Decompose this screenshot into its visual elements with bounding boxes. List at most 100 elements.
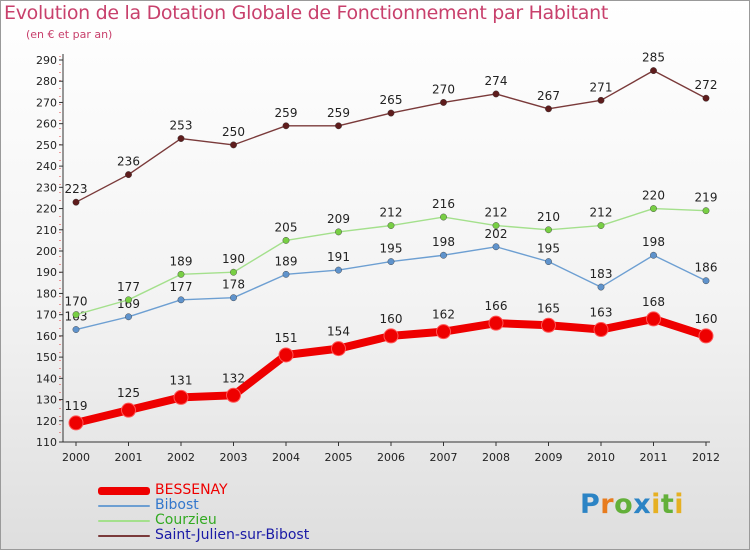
y-tick-label: 140 <box>36 372 57 385</box>
data-point-saint-julien-sur-bibost <box>230 141 237 149</box>
logo-letter-o: o <box>614 489 634 520</box>
chart-title: Evolution de la Dotation Globale de Fonc… <box>4 2 609 24</box>
legend-label: BESSENAY <box>155 482 228 498</box>
legend-item-bibost: Bibost <box>98 498 309 513</box>
data-point-bessenay <box>121 402 136 418</box>
data-point-courzieu <box>72 311 80 319</box>
data-point-bibost <box>282 270 290 278</box>
x-tick-label: 2009 <box>535 451 563 464</box>
data-label-bibost: 189 <box>275 254 298 268</box>
x-tick-label: 2007 <box>430 451 458 464</box>
logo-letter-p: P <box>580 489 601 520</box>
y-tick-label: 130 <box>36 394 57 407</box>
y-tick-label: 250 <box>36 139 57 152</box>
y-tick-label: 210 <box>36 224 57 237</box>
y-tick-label: 220 <box>36 203 57 216</box>
data-point-bessenay <box>436 324 451 340</box>
data-point-courzieu <box>702 207 710 215</box>
data-label-saint-julien-sur-bibost: 223 <box>65 182 88 196</box>
data-point-bibost <box>177 296 185 304</box>
data-point-bessenay <box>488 315 504 331</box>
data-label-bessenay: 162 <box>432 308 455 322</box>
data-label-saint-julien-sur-bibost: 253 <box>170 119 193 133</box>
x-tick-label: 2012 <box>692 451 720 464</box>
data-label-courzieu: 177 <box>117 280 140 294</box>
data-point-courzieu <box>282 236 290 244</box>
data-label-bibost: 186 <box>695 261 718 275</box>
data-label-saint-julien-sur-bibost: 236 <box>117 155 140 169</box>
legend-swatch <box>98 534 150 537</box>
data-point-saint-julien-sur-bibost <box>545 105 552 113</box>
data-label-bessenay: 119 <box>65 399 88 413</box>
legend-swatch <box>98 504 150 507</box>
y-tick-label: 120 <box>36 415 57 428</box>
data-label-courzieu: 209 <box>327 212 350 226</box>
logo-letter-x: x <box>633 489 652 520</box>
data-point-bessenay <box>593 322 609 338</box>
data-point-bessenay <box>173 389 189 405</box>
data-label-bessenay: 160 <box>380 312 403 326</box>
data-point-courzieu <box>492 222 500 229</box>
y-tick-label: 290 <box>36 54 57 67</box>
data-label-bibost: 198 <box>432 235 455 249</box>
data-point-saint-julien-sur-bibost <box>387 109 395 117</box>
data-label-bibost: 169 <box>117 297 140 311</box>
y-tick-label: 180 <box>36 287 57 300</box>
x-tick-label: 2005 <box>325 451 353 464</box>
data-label-courzieu: 220 <box>642 189 665 203</box>
x-tick-label: 2001 <box>115 451 143 464</box>
data-label-bessenay: 132 <box>222 371 245 385</box>
data-point-saint-julien-sur-bibost <box>597 96 605 104</box>
x-tick-label: 2011 <box>640 451 668 464</box>
data-label-saint-julien-sur-bibost: 267 <box>537 89 560 103</box>
data-point-saint-julien-sur-bibost <box>335 122 342 130</box>
chart-subtitle: (en € et par an) <box>26 28 113 41</box>
data-label-courzieu: 210 <box>537 210 560 224</box>
data-label-bibost: 191 <box>327 250 350 264</box>
legend-swatch <box>98 486 150 495</box>
data-point-saint-julien-sur-bibost <box>125 171 132 179</box>
data-point-courzieu <box>440 213 447 221</box>
data-point-bessenay <box>541 317 556 333</box>
legend-label: Courzieu <box>155 512 217 528</box>
y-tick-label: 230 <box>36 181 57 194</box>
legend-label: Saint-Julien-sur-Bibost <box>155 527 310 543</box>
legend-swatch <box>98 519 150 522</box>
data-point-bessenay <box>278 347 294 363</box>
data-point-saint-julien-sur-bibost <box>282 122 290 130</box>
data-label-saint-julien-sur-bibost: 259 <box>327 106 350 120</box>
y-tick-label: 150 <box>36 351 57 364</box>
y-tick-label: 160 <box>36 330 57 343</box>
logo-letter-r: r <box>600 489 615 520</box>
data-label-bibost: 195 <box>380 242 403 256</box>
data-label-bessenay: 168 <box>642 295 665 309</box>
data-label-courzieu: 212 <box>380 206 403 220</box>
data-point-saint-julien-sur-bibost <box>440 99 447 106</box>
data-point-courzieu <box>125 296 132 304</box>
data-label-saint-julien-sur-bibost: 272 <box>695 78 718 92</box>
data-point-courzieu <box>335 228 342 236</box>
data-label-bibost: 183 <box>590 267 613 281</box>
data-label-courzieu: 212 <box>590 206 613 220</box>
data-point-bessenay <box>331 341 346 357</box>
data-point-saint-julien-sur-bibost <box>72 198 80 206</box>
data-point-bibost <box>387 258 395 266</box>
data-label-bessenay: 166 <box>485 299 508 313</box>
data-label-saint-julien-sur-bibost: 270 <box>432 82 455 96</box>
data-point-bibost <box>335 266 342 274</box>
data-label-courzieu: 190 <box>222 252 245 266</box>
y-tick-label: 200 <box>36 245 57 258</box>
x-tick-label: 2008 <box>482 451 510 464</box>
data-label-saint-julien-sur-bibost: 265 <box>380 93 403 107</box>
proxiti-logo: Proxiti <box>580 489 684 520</box>
y-tick-label: 270 <box>36 96 57 109</box>
data-label-bessenay: 151 <box>275 331 298 345</box>
data-label-courzieu: 170 <box>65 295 88 309</box>
data-point-courzieu <box>545 226 552 234</box>
data-label-bessenay: 131 <box>170 373 193 387</box>
data-point-bibost <box>650 251 657 259</box>
chart-legend: BESSENAY Bibost Courzieu Saint-Julien-sur-B… <box>98 483 309 543</box>
y-tick-label: 190 <box>36 266 57 279</box>
data-label-courzieu: 216 <box>432 197 455 211</box>
data-label-saint-julien-sur-bibost: 285 <box>642 51 665 65</box>
